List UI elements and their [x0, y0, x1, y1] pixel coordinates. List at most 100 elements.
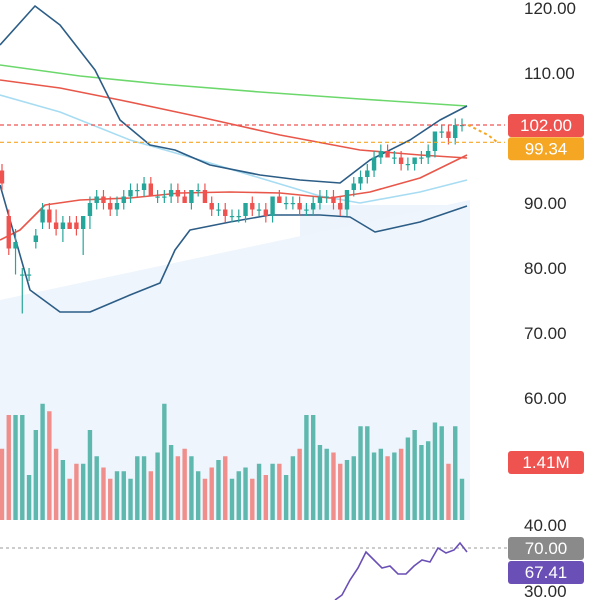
candle — [250, 196, 255, 216]
candle — [229, 209, 235, 223]
volume-bar — [365, 426, 370, 520]
volume-bar — [263, 475, 269, 520]
candle-body — [277, 196, 282, 203]
candle — [175, 183, 181, 203]
candle-body — [385, 151, 390, 158]
candle — [297, 196, 302, 216]
volume-bar — [67, 478, 72, 520]
candle-body — [33, 235, 39, 242]
candle — [67, 216, 72, 229]
candle-body — [74, 222, 79, 229]
volume-bar — [216, 460, 221, 520]
candle-body — [175, 190, 181, 197]
candle-body — [53, 222, 59, 229]
volume-bar — [175, 456, 181, 520]
candle — [6, 209, 11, 255]
candle — [13, 229, 18, 275]
candle — [74, 216, 79, 236]
candle-body — [168, 190, 174, 197]
volume-bar — [20, 415, 25, 520]
volume-bar — [53, 448, 59, 520]
candle-body — [439, 131, 444, 133]
candle — [33, 229, 39, 249]
candle-body — [392, 157, 397, 159]
candle — [453, 118, 458, 145]
volume-bar — [425, 441, 431, 520]
volume-bar — [439, 426, 444, 520]
volume-tag-bg — [508, 451, 584, 474]
candle — [338, 196, 343, 216]
candle-body — [317, 196, 323, 203]
price-tick-label: 70.00 — [524, 324, 567, 343]
volume-bar — [0, 448, 5, 520]
candle-body — [182, 196, 187, 203]
candle-body — [344, 190, 350, 210]
last-price-tag: 102.00 — [508, 114, 584, 137]
price-tick-label: 80.00 — [524, 259, 567, 278]
candle — [141, 177, 147, 197]
volume-bar — [459, 478, 465, 520]
volume-bar — [13, 415, 18, 520]
candle — [121, 190, 126, 210]
candle-body — [446, 131, 451, 138]
volume-bar — [135, 456, 140, 520]
candle-body — [67, 222, 72, 229]
candle-body — [189, 190, 194, 203]
candle-body — [135, 190, 140, 192]
candle-body — [398, 157, 404, 164]
price-tick-label: 90.00 — [524, 194, 567, 213]
volume-bar — [26, 475, 32, 520]
candle — [304, 203, 309, 216]
volume-bar — [121, 471, 126, 520]
volume-bar — [47, 411, 52, 520]
candle-body — [290, 203, 296, 205]
candle-body — [148, 183, 154, 197]
candle — [108, 196, 113, 216]
candle — [162, 190, 167, 203]
volume-bar — [236, 471, 241, 520]
candle — [351, 177, 356, 197]
volume-bar — [94, 456, 99, 520]
candle — [40, 203, 45, 229]
rsi-value-tag-label: 67.41 — [525, 563, 568, 582]
candle-body — [351, 183, 356, 190]
bollinger-lower-line — [0, 184, 468, 313]
candle-body — [297, 203, 302, 210]
volume-bar — [453, 426, 458, 520]
candle — [310, 196, 316, 216]
candle — [80, 216, 86, 255]
candle — [277, 190, 282, 203]
candle-body — [371, 157, 377, 171]
volume-bar — [128, 478, 133, 520]
ma-green-line — [0, 64, 468, 107]
candle-body — [114, 203, 120, 210]
candle-body — [26, 274, 32, 276]
candle — [94, 190, 99, 210]
ma-lightblue-line — [0, 94, 468, 204]
rsi-level-tag-label: 70.00 — [525, 539, 568, 558]
volume-bar — [87, 430, 93, 520]
candle-body — [243, 203, 248, 216]
candle-body — [0, 170, 5, 184]
volume-bar — [344, 460, 350, 520]
volume-bar — [297, 448, 302, 520]
candle — [47, 203, 52, 229]
volume-bar — [229, 478, 235, 520]
volume-bar — [162, 403, 167, 520]
candle-body — [155, 196, 160, 198]
volume-bar — [209, 467, 214, 520]
volume-bar — [80, 463, 86, 520]
volume-bar — [290, 456, 296, 520]
candle-body — [209, 203, 214, 210]
volume-bar — [310, 415, 316, 520]
candle — [202, 183, 208, 203]
candle-body — [432, 131, 438, 151]
volume-bar — [338, 463, 343, 520]
candle — [446, 125, 451, 145]
volume-bar — [243, 467, 248, 520]
volume-bar — [432, 422, 438, 520]
volume-bar — [202, 478, 208, 520]
volume-bar — [378, 448, 384, 520]
